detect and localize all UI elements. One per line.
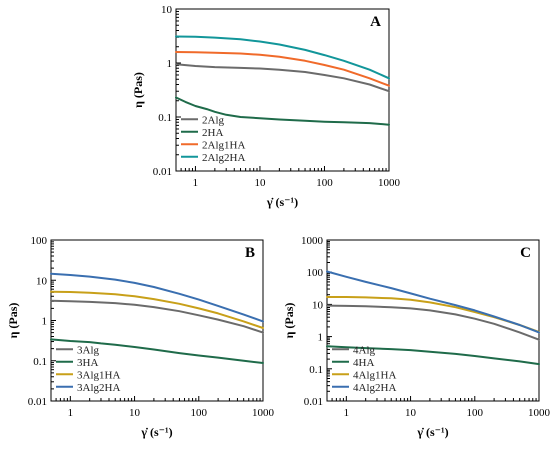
series-line-3Alg [50, 299, 264, 334]
x-tick-label: 10 [129, 407, 141, 419]
x-tick-label: 1 [68, 407, 74, 419]
series-line-2Alg1HA [175, 51, 390, 87]
y-tick-label: 1 [42, 316, 48, 328]
x-tick-label: 1000 [378, 177, 401, 189]
series-line-4Alg1HA [326, 296, 540, 333]
y-tick-label: 1000 [301, 235, 324, 247]
x-tick-label: 1000 [252, 407, 275, 419]
series-line-2Alg2HA [175, 35, 390, 80]
y-axis-label: η (Pas) [282, 303, 296, 339]
x-tick-label: 10 [254, 177, 266, 189]
y-tick-label: 0.1 [309, 364, 323, 376]
x-tick-label: 1000 [528, 407, 550, 419]
y-tick-label: 10 [36, 275, 48, 287]
chart-panel-b: 1 10 100 1000 0.01 0.1 1 10 100 γ̇ (s⁻¹) η (Pas) B 3… [6, 235, 275, 439]
panel-letter: C [520, 245, 531, 261]
legend-label: 4Alg [353, 344, 376, 356]
y-tick-label: 1 [318, 332, 324, 344]
y-tick-label: 100 [31, 235, 48, 247]
y-tick-label: 0.1 [33, 356, 47, 368]
x-axis-label: γ̇ (s⁻¹) [140, 425, 172, 439]
chart-panel-c: 1 10 100 1000 0.01 0.1 1 10 100 1000 γ̇ (s⁻¹) η (Pa… [282, 235, 550, 439]
legend-label: 4Alg1HA [353, 369, 396, 381]
y-tick-label: 10 [312, 299, 324, 311]
y-tick-label: 0.1 [158, 112, 172, 124]
legend-label: 2Alg1HA [202, 139, 245, 151]
legend-label: 2Alg [202, 114, 225, 126]
x-axis-label: γ̇ (s⁻¹) [416, 425, 448, 439]
series-line-4HA [326, 345, 540, 366]
y-tick-label: 10 [161, 4, 173, 16]
legend-label: 2HA [202, 127, 223, 139]
y-axis-label: η (Pas) [6, 303, 20, 339]
x-axis-label: γ̇ (s⁻¹) [266, 195, 298, 209]
series-line-3Alg1HA [50, 290, 264, 329]
series-line-4Alg [326, 304, 540, 341]
y-tick-label: 100 [307, 267, 324, 279]
y-tick-label: 0.01 [304, 396, 323, 408]
y-axis-label: η (Pas) [131, 72, 145, 108]
legend-label: 3Alg2HA [77, 382, 120, 394]
series-line-2HA [175, 96, 390, 126]
plot-frame [326, 239, 540, 402]
x-tick-label: 1 [193, 177, 199, 189]
legend-label: 2Alg2HA [202, 152, 245, 164]
legend-label: 4HA [353, 357, 374, 369]
x-tick-label: 10 [405, 407, 417, 419]
legend-label: 3HA [77, 357, 98, 369]
legend-label: 4Alg2HA [353, 382, 396, 394]
series-line-2Alg [175, 63, 390, 93]
y-tick-label: 1 [167, 58, 173, 70]
y-tick-label: 0.01 [28, 396, 47, 408]
legend-label: 3Alg1HA [77, 369, 120, 381]
legend-label: 3Alg [77, 344, 100, 356]
plot-frame [175, 8, 390, 172]
series-line-3HA [50, 338, 264, 364]
series-line-3Alg2HA [50, 272, 264, 323]
x-tick-label: 100 [467, 407, 484, 419]
y-tick-label: 0.01 [153, 166, 172, 178]
x-tick-label: 100 [191, 407, 208, 419]
panel-letter: A [370, 14, 381, 30]
panel-letter: B [245, 245, 255, 261]
x-tick-label: 1 [344, 407, 350, 419]
x-tick-label: 100 [316, 177, 333, 189]
series-line-4Alg2HA [326, 270, 540, 334]
